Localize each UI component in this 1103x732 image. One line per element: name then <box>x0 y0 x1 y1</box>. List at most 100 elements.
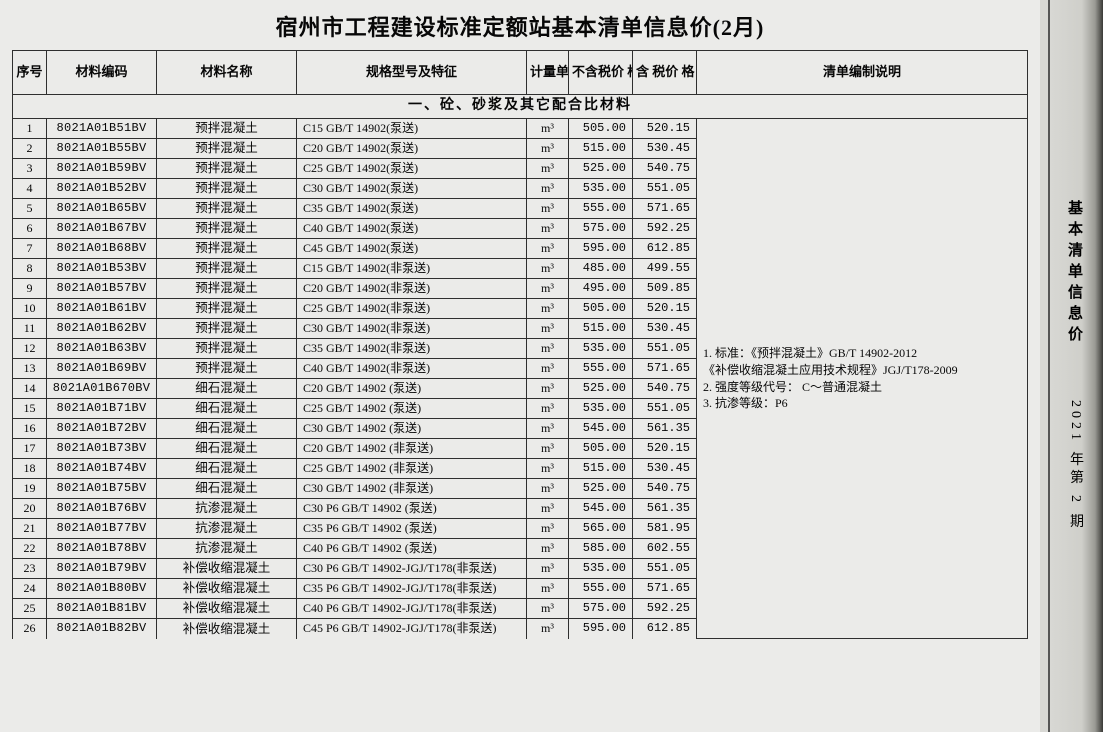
cell-spec: C35 GB/T 14902(泵送) <box>297 199 527 219</box>
cell-idx: 5 <box>13 199 47 219</box>
cell-code: 8021A01B59BV <box>47 159 157 179</box>
cell-name: 补偿收缩混凝土 <box>157 619 297 639</box>
cell-unit: m³ <box>527 299 569 319</box>
col-unit: 计量单位 <box>527 51 569 95</box>
cell-code: 8021A01B51BV <box>47 119 157 139</box>
cell-price-in: 551.05 <box>633 339 697 359</box>
cell-price-ex: 515.00 <box>569 319 633 339</box>
cell-spec: C40 P6 GB/T 14902-JGJ/T178(非泵送) <box>297 599 527 619</box>
cell-price-ex: 535.00 <box>569 339 633 359</box>
cell-name: 预拌混凝土 <box>157 359 297 379</box>
cell-code: 8021A01B69BV <box>47 359 157 379</box>
cell-name: 抗渗混凝土 <box>157 539 297 559</box>
cell-price-ex: 525.00 <box>569 379 633 399</box>
col-spec: 规格型号及特征 <box>297 51 527 95</box>
cell-name: 补偿收缩混凝土 <box>157 559 297 579</box>
cell-price-in: 561.35 <box>633 499 697 519</box>
cell-idx: 14 <box>13 379 47 399</box>
col-price-ex: 不含税价 格 <box>569 51 633 95</box>
cell-spec: C15 GB/T 14902(非泵送) <box>297 259 527 279</box>
cell-idx: 19 <box>13 479 47 499</box>
cell-unit: m³ <box>527 459 569 479</box>
cell-unit: m³ <box>527 539 569 559</box>
cell-spec: C30 P6 GB/T 14902-JGJ/T178(非泵送) <box>297 559 527 579</box>
cell-spec: C45 GB/T 14902(泵送) <box>297 239 527 259</box>
col-remark: 清单编制说明 <box>697 51 1028 95</box>
cell-idx: 6 <box>13 219 47 239</box>
cell-idx: 3 <box>13 159 47 179</box>
table-body: 一、砼、砂浆及其它配合比材料 18021A01B51BV预拌混凝土C15 GB/… <box>13 95 1028 639</box>
cell-code: 8021A01B81BV <box>47 599 157 619</box>
cell-price-ex: 535.00 <box>569 559 633 579</box>
cell-idx: 2 <box>13 139 47 159</box>
cell-price-ex: 535.00 <box>569 399 633 419</box>
cell-code: 8021A01B53BV <box>47 259 157 279</box>
col-price-in: 含 税价 格 <box>633 51 697 95</box>
cell-unit: m³ <box>527 479 569 499</box>
cell-spec: C15 GB/T 14902(泵送) <box>297 119 527 139</box>
cell-idx: 12 <box>13 339 47 359</box>
cell-unit: m³ <box>527 579 569 599</box>
cell-code: 8021A01B55BV <box>47 139 157 159</box>
cell-unit: m³ <box>527 339 569 359</box>
cell-price-in: 540.75 <box>633 479 697 499</box>
cell-price-in: 520.15 <box>633 439 697 459</box>
cell-price-in: 551.05 <box>633 179 697 199</box>
cell-price-in: 612.85 <box>633 239 697 259</box>
cell-price-ex: 575.00 <box>569 599 633 619</box>
cell-price-ex: 495.00 <box>569 279 633 299</box>
cell-idx: 8 <box>13 259 47 279</box>
cell-idx: 20 <box>13 499 47 519</box>
cell-price-in: 571.65 <box>633 359 697 379</box>
cell-name: 预拌混凝土 <box>157 259 297 279</box>
cell-code: 8021A01B71BV <box>47 399 157 419</box>
cell-price-ex: 525.00 <box>569 479 633 499</box>
cell-spec: C35 P6 GB/T 14902 (泵送) <box>297 519 527 539</box>
cell-spec: C25 GB/T 14902(泵送) <box>297 159 527 179</box>
cell-spec: C30 GB/T 14902 (非泵送) <box>297 479 527 499</box>
cell-price-in: 530.45 <box>633 319 697 339</box>
cell-price-ex: 535.00 <box>569 179 633 199</box>
cell-unit: m³ <box>527 419 569 439</box>
cell-unit: m³ <box>527 559 569 579</box>
cell-unit: m³ <box>527 119 569 139</box>
cell-name: 细石混凝土 <box>157 459 297 479</box>
cell-code: 8021A01B73BV <box>47 439 157 459</box>
page-title: 宿州市工程建设标准定额站基本清单信息价(2月) <box>12 10 1028 42</box>
cell-idx: 15 <box>13 399 47 419</box>
notes-cell: 1. 标准：《预拌混凝土》GB/T 14902-2012《补偿收缩混凝土应用技术… <box>697 119 1028 639</box>
cell-price-in: 509.85 <box>633 279 697 299</box>
cell-spec: C30 GB/T 14902(非泵送) <box>297 319 527 339</box>
cell-code: 8021A01B63BV <box>47 339 157 359</box>
cell-code: 8021A01B67BV <box>47 219 157 239</box>
cell-idx: 17 <box>13 439 47 459</box>
cell-idx: 9 <box>13 279 47 299</box>
cell-price-in: 540.75 <box>633 379 697 399</box>
cell-code: 8021A01B52BV <box>47 179 157 199</box>
cell-unit: m³ <box>527 179 569 199</box>
cell-spec: C25 GB/T 14902 (非泵送) <box>297 459 527 479</box>
cell-code: 8021A01B78BV <box>47 539 157 559</box>
cell-code: 8021A01B79BV <box>47 559 157 579</box>
cell-unit: m³ <box>527 599 569 619</box>
cell-name: 预拌混凝土 <box>157 339 297 359</box>
cell-price-ex: 545.00 <box>569 499 633 519</box>
cell-name: 预拌混凝土 <box>157 279 297 299</box>
cell-name: 预拌混凝土 <box>157 179 297 199</box>
cell-name: 细石混凝土 <box>157 439 297 459</box>
cell-idx: 1 <box>13 119 47 139</box>
cell-code: 8021A01B72BV <box>47 419 157 439</box>
side-label: 基本清单信息价 <box>1064 200 1085 347</box>
cell-unit: m³ <box>527 199 569 219</box>
cell-name: 预拌混凝土 <box>157 199 297 219</box>
cell-spec: C25 GB/T 14902 (泵送) <box>297 399 527 419</box>
cell-idx: 13 <box>13 359 47 379</box>
cell-code: 8021A01B670BV <box>47 379 157 399</box>
cell-unit: m³ <box>527 239 569 259</box>
cell-spec: C30 GB/T 14902 (泵送) <box>297 419 527 439</box>
cell-unit: m³ <box>527 279 569 299</box>
cell-price-ex: 595.00 <box>569 619 633 639</box>
cell-name: 细石混凝土 <box>157 379 297 399</box>
cell-name: 补偿收缩混凝土 <box>157 599 297 619</box>
cell-price-ex: 485.00 <box>569 259 633 279</box>
